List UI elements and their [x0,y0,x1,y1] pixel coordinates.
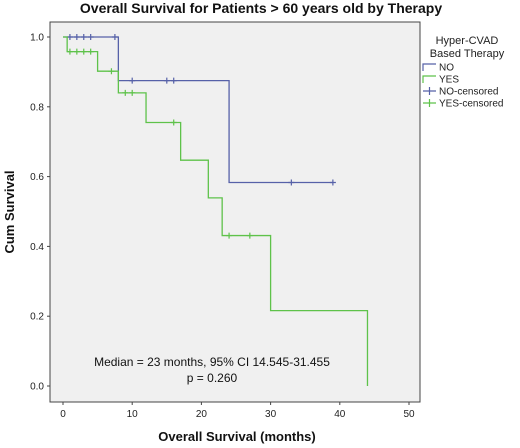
legend-label-yes: YES [439,75,459,86]
legend-swatch-yes [422,75,436,83]
x-tick-label: 20 [196,409,208,420]
y-axis-label: Cum Survival [2,170,17,253]
y-tick-label: 0.6 [30,172,44,183]
y-tick-label: 0.4 [30,242,44,253]
censor-mark-yes [226,232,233,239]
y-tick-label: 1.0 [30,33,44,44]
x-tick-label: 0 [60,409,66,420]
censor-mark-no [111,34,118,40]
x-axis: 0 10 20 30 40 50 [60,402,415,420]
censor-mark-yes [246,232,253,239]
censor-mark-no [87,34,94,40]
censor-mark-yes [73,48,80,55]
legend-swatch-yes-censored [423,99,436,107]
censor-mark-yes [66,48,73,55]
legend-label-no: NO [439,63,454,74]
censor-mark-no [73,34,80,40]
plot-area [49,21,421,403]
censor-mark-no [129,77,136,84]
censor-mark-yes [122,89,129,96]
legend-swatch-no-censored [423,87,436,95]
survival-curve-yes [63,36,369,386]
chart-title: Overall Survival for Patients > 60 years… [80,0,442,16]
censor-mark-yes [129,89,136,96]
legend-label-no-censored: NO-censored [439,87,498,98]
y-tick-label: 0.0 [30,382,44,393]
y-tick-label: 0.8 [30,102,44,113]
legend-swatch-no [422,63,436,71]
x-axis-label: Overall Survival (months) [158,429,316,444]
series-layer [63,34,369,386]
legend-label-yes-censored: YES-censored [439,99,503,110]
y-axis: 0.0 0.2 0.4 0.6 0.8 1.0 [30,33,50,393]
censor-mark-yes [87,48,94,55]
x-tick-label: 50 [403,409,415,420]
censor-mark-yes [80,48,87,55]
y-tick-label: 0.2 [30,312,44,323]
legend: Hyper-CVAD Based Therapy NOYESNO-censore… [422,35,505,110]
censor-mark-no [163,77,170,84]
p-value-annotation: p = 0.260 [187,371,238,385]
x-tick-label: 30 [265,409,277,420]
censor-mark-no [288,179,295,186]
censor-mark-no [66,34,73,40]
censor-mark-no [170,77,177,84]
censor-mark-yes [108,68,115,75]
x-tick-label: 10 [127,409,139,420]
x-tick-label: 40 [334,409,346,420]
censor-mark-no [329,179,336,186]
legend-title-line1: Hyper-CVAD [436,35,499,47]
censor-mark-no [80,34,87,40]
legend-title-line2: Based Therapy [430,48,505,60]
censor-mark-yes [170,119,177,126]
median-annotation: Median = 23 months, 95% CI 14.545-31.455 [94,355,330,369]
